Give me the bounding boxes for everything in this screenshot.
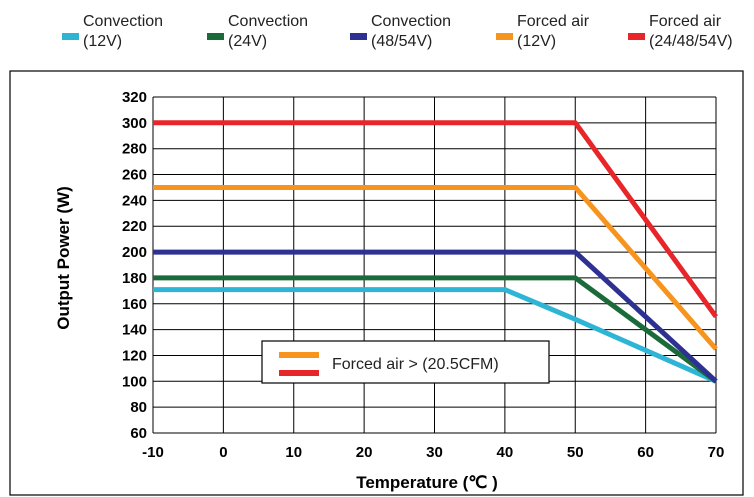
series-lines (153, 120, 719, 384)
legend-label-1: Convection (228, 13, 308, 30)
legend-label-0: Convection (83, 13, 163, 30)
y-tick-label: 240 (122, 192, 147, 209)
legend-swatch-3 (496, 33, 513, 40)
x-tick-label: 10 (285, 444, 302, 461)
x-tick-label: 40 (497, 444, 514, 461)
y-tick-label: 60 (130, 425, 147, 442)
legend-label-1: (24V) (228, 33, 267, 50)
x-tick-label: 20 (356, 444, 373, 461)
legend-swatch-2 (350, 33, 367, 40)
x-axis-title: Temperature (℃ ) (356, 473, 498, 492)
x-tick-label: 50 (567, 444, 584, 461)
y-tick-label: 100 (122, 373, 147, 390)
legend-label-3: Forced air (517, 13, 590, 30)
y-tick-label: 120 (122, 347, 147, 364)
y-tick-label: 280 (122, 141, 147, 158)
y-tick-label: 300 (122, 115, 147, 132)
legend-swatch-0 (62, 33, 79, 40)
series-line-2 (153, 249, 718, 384)
annotation-swatch-red (279, 370, 319, 376)
legend-swatch-1 (207, 33, 224, 40)
y-tick-label: 160 (122, 296, 147, 313)
series-line-0 (153, 287, 718, 384)
x-tick-label: 0 (219, 444, 227, 461)
legend: Convection (12V) Convection (24V) Convection… (62, 13, 733, 50)
annotation-text: Forced air > (20.5CFM) (332, 356, 499, 373)
y-tick-label: 140 (122, 322, 147, 339)
y-tick-label: 260 (122, 167, 147, 184)
legend-label-3: (12V) (517, 33, 556, 50)
y-tick-label: 220 (122, 218, 147, 235)
y-tick-label: 80 (130, 399, 147, 416)
legend-label-4: (24/48/54V) (649, 33, 733, 50)
series-line-3 (153, 185, 718, 351)
y-tick-label: 320 (122, 89, 147, 106)
annotation-swatch-orange (279, 352, 319, 358)
legend-label-2: (48/54V) (371, 33, 432, 50)
tick-labels: -10 0 10 20 30 40 50 60 70 60 80 100 120 140 160 180 200… (122, 89, 724, 461)
x-tick-label: 70 (708, 444, 725, 461)
chart-frame (9, 70, 744, 496)
legend-label-4: Forced air (649, 13, 722, 30)
y-axis-title: Output Power (W) (54, 186, 73, 330)
x-tick-label: 30 (426, 444, 443, 461)
x-tick-label: -10 (142, 444, 164, 461)
y-tick-label: 180 (122, 270, 147, 287)
y-tick-label: 200 (122, 244, 147, 261)
annotation-box: Forced air > (20.5CFM) (261, 340, 550, 384)
series-line-4 (153, 120, 719, 319)
x-tick-label: 60 (637, 444, 654, 461)
series-line-1 (153, 275, 718, 384)
legend-swatch-4 (628, 33, 645, 40)
legend-label-2: Convection (371, 13, 451, 30)
legend-label-0: (12V) (83, 33, 122, 50)
